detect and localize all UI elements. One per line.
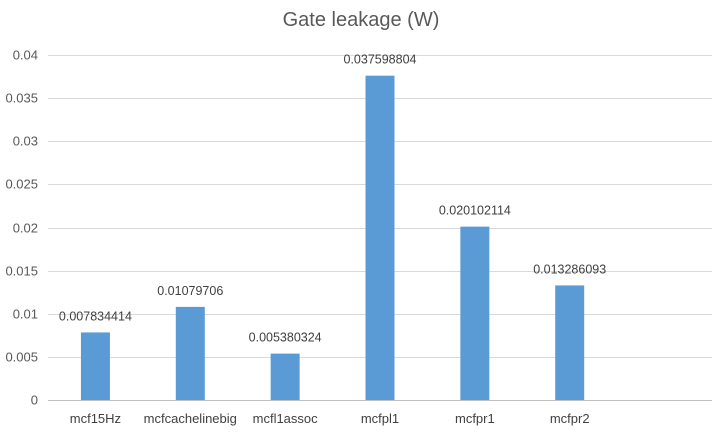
- data-label-mcfpl1: 0.037598804: [344, 53, 417, 67]
- y-tick-label: 0.01: [13, 307, 38, 322]
- category-label-mcf15Hz: mcf15Hz: [70, 411, 121, 426]
- bar-mcfpr1: [460, 226, 490, 400]
- category-label-mcfpr1: mcfpr1: [455, 411, 495, 426]
- data-label-mcf15Hz: 0.007834414: [59, 309, 132, 323]
- category-label-mcfcachelinebig: mcfcachelinebig: [144, 411, 237, 426]
- bar-mcf15Hz: [80, 332, 110, 400]
- bar-mcfcachelinebig: [175, 306, 205, 400]
- y-axis-tick-labels: 0 0.005 0.01 0.015 0.02 0.025 0.03 0.035 0.04: [5, 48, 38, 408]
- y-tick-label: 0.03: [13, 134, 38, 149]
- category-label-mcfpl1: mcfpl1: [361, 411, 399, 426]
- data-label-mcfpr1: 0.020102114: [439, 204, 511, 218]
- bar-mcfpl1: [365, 75, 395, 400]
- y-tick-label: 0: [31, 393, 38, 408]
- data-labels: 0.007834414 0.01079706 0.005380324 0.037598…: [59, 53, 606, 345]
- chart-title: Gate leakage (W): [283, 9, 440, 31]
- y-tick-label: 0.04: [13, 48, 38, 63]
- bars: [80, 75, 585, 400]
- data-label-mcfl1assoc: 0.005380324: [249, 331, 322, 345]
- category-label-mcfpr2: mcfpr2: [550, 411, 590, 426]
- data-label-mcfcachelinebig: 0.01079706: [157, 284, 223, 298]
- y-tick-label: 0.025: [5, 177, 38, 192]
- data-label-mcfpr2: 0.013286093: [533, 262, 606, 276]
- bar-mcfl1assoc: [270, 353, 300, 400]
- x-axis-category-labels: mcf15Hz mcfcachelinebig mcfl1assoc mcfpl1 mc…: [70, 411, 590, 426]
- bar-mcfpr2: [555, 285, 585, 400]
- y-tick-label: 0.035: [5, 91, 38, 106]
- y-tick-label: 0.02: [13, 221, 38, 236]
- y-tick-label: 0.005: [5, 350, 38, 365]
- category-label-mcfl1assoc: mcfl1assoc: [253, 411, 319, 426]
- y-tick-label: 0.015: [5, 264, 38, 279]
